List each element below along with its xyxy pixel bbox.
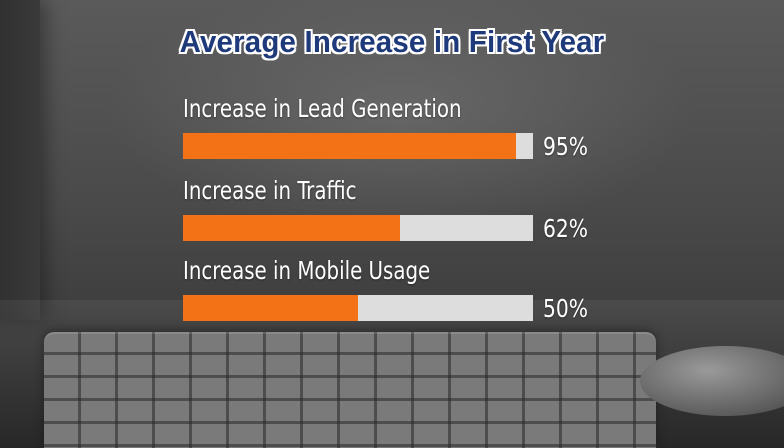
bar-label: Increase in Lead Generation xyxy=(183,94,462,123)
bar-track xyxy=(183,295,533,321)
background-mouse xyxy=(640,346,784,416)
background-monitor xyxy=(0,0,40,320)
background-keyboard xyxy=(44,332,656,448)
bar-fill xyxy=(183,215,400,241)
bar-value-label: 95% xyxy=(543,132,588,161)
bar-fill xyxy=(183,133,516,159)
bar-track xyxy=(183,133,533,159)
bar-fill xyxy=(183,295,358,321)
bar-track xyxy=(183,215,533,241)
bar-label: Increase in Traffic xyxy=(183,176,357,205)
bar-value-label: 62% xyxy=(543,214,588,243)
bar-value-label: 50% xyxy=(543,294,588,323)
bar-label: Increase in Mobile Usage xyxy=(183,256,431,285)
chart-title: Average Increase in First Year xyxy=(179,24,605,59)
